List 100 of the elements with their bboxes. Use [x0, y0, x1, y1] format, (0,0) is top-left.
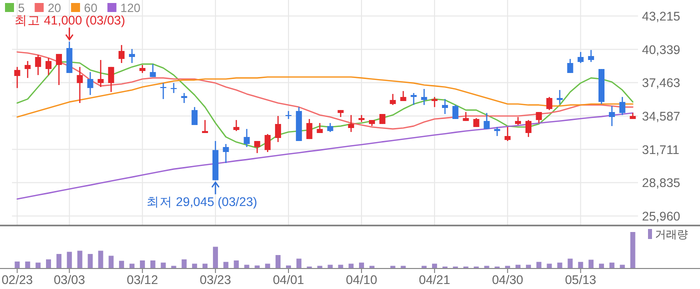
x-tick-label: 03/12 [126, 273, 158, 287]
y-tick-label: 31,711 [642, 142, 680, 157]
candlestick [170, 82, 177, 94]
bar [328, 264, 333, 268]
legend-label: 거래량 [655, 229, 688, 241]
candlestick [222, 143, 229, 164]
candlestick [484, 112, 490, 130]
bar [56, 254, 62, 268]
bar [77, 250, 82, 268]
bar [432, 264, 438, 268]
candlestick [46, 57, 52, 76]
bar [265, 264, 270, 268]
candlestick [233, 119, 240, 132]
candlestick [181, 92, 188, 104]
candlestick [442, 98, 448, 115]
x-tick-label: 03/03 [54, 273, 86, 287]
bar [286, 265, 291, 268]
annotation: 최저 29,045 (03/23) [146, 195, 258, 210]
bar [66, 252, 72, 268]
bar [140, 260, 145, 268]
bar [296, 258, 302, 268]
bar [25, 262, 30, 268]
candlestick [192, 106, 198, 126]
candlestick [76, 66, 83, 104]
legend-label: 20 [48, 1, 62, 15]
legend-label: 60 [84, 1, 98, 15]
bar [588, 260, 594, 268]
candlestick [150, 63, 156, 78]
candlestick [567, 58, 574, 74]
candlestick [452, 104, 458, 120]
candlestick [108, 66, 114, 93]
candlestick [264, 133, 271, 153]
candlestick [390, 93, 396, 106]
bar [202, 264, 208, 268]
y-tick-label: 34,587 [642, 110, 680, 124]
line-series [16, 76, 634, 118]
x-tick-label: 04/10 [346, 273, 378, 287]
bar [234, 260, 239, 268]
bar [526, 264, 531, 268]
bar [338, 264, 344, 268]
bar [516, 264, 521, 268]
bar [609, 262, 614, 268]
candlestick [432, 96, 438, 108]
bar [359, 262, 364, 268]
candlestick [275, 115, 282, 143]
candlestick [35, 54, 42, 76]
candlestick [410, 92, 417, 106]
y-tick-label: 40,339 [642, 42, 680, 57]
bar [119, 260, 124, 268]
candlestick [128, 48, 135, 64]
candlestick [244, 128, 250, 148]
x-tick-label: 04/21 [418, 273, 450, 287]
line-series [16, 51, 634, 130]
bar [98, 250, 104, 268]
bar [598, 264, 604, 268]
y-tick-label: 28,835 [642, 176, 680, 190]
bar [348, 264, 354, 268]
bar [223, 262, 228, 268]
candlestick [556, 89, 563, 105]
bar [46, 259, 52, 268]
bar [536, 262, 542, 268]
candlestick [348, 114, 354, 133]
legend-label: 120 [120, 1, 141, 15]
bar [254, 265, 260, 268]
candlestick [118, 44, 125, 64]
x-tick-label: 03/23 [200, 273, 232, 287]
candlestick [504, 126, 511, 142]
candlestick [56, 53, 62, 86]
candlestick [578, 51, 584, 64]
candlestick [202, 119, 208, 134]
bar [182, 259, 187, 268]
bar [578, 262, 584, 268]
candlestick [546, 96, 552, 111]
bar [630, 232, 636, 268]
bar [557, 262, 562, 268]
candlestick [421, 88, 428, 106]
candlestick [306, 118, 312, 140]
bar [546, 264, 552, 268]
bar [160, 262, 166, 268]
candlestick [494, 126, 500, 137]
x-tick-label: 04/30 [492, 273, 524, 287]
candlestick [14, 66, 20, 89]
y-tick-label: 25,960 [642, 210, 680, 224]
candlestick [536, 111, 542, 124]
candlestick [379, 113, 386, 125]
candlestick [588, 49, 594, 63]
bar [36, 262, 41, 268]
bar [14, 262, 20, 268]
candlestick [98, 59, 104, 88]
bar [88, 254, 93, 268]
annotation: 최고 41,000 (03/03) [14, 14, 126, 28]
candlestick [87, 71, 94, 96]
bar [192, 264, 198, 268]
bar [150, 260, 156, 268]
legend-label: 5 [18, 1, 25, 15]
candlestick [254, 140, 260, 154]
y-tick-label: 43,215 [642, 10, 680, 24]
candlestick [24, 60, 31, 79]
y-tick-label: 37,463 [642, 76, 680, 90]
candlestick [619, 96, 626, 116]
